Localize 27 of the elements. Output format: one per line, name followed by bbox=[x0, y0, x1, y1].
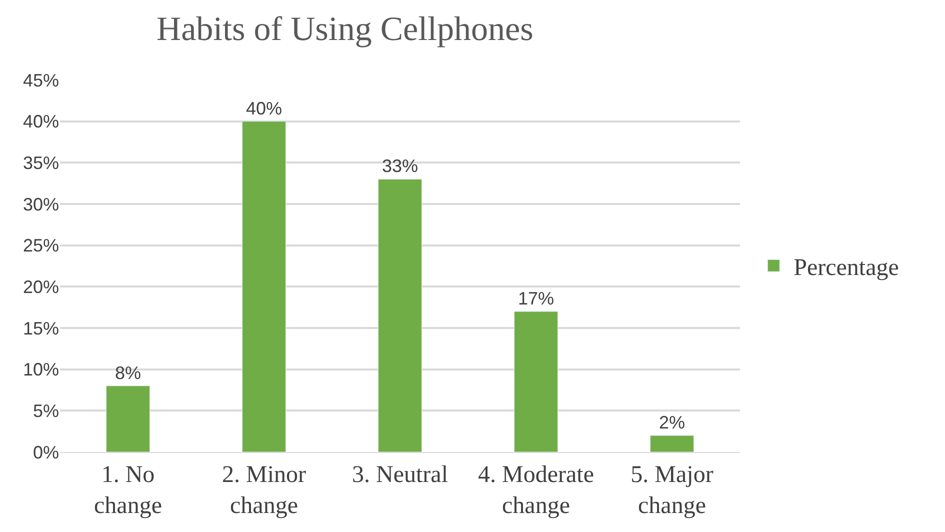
x-tick-label: 2. Minor change bbox=[222, 462, 306, 519]
y-tick-label: 10% bbox=[22, 360, 59, 380]
data-label: 40% bbox=[246, 98, 282, 118]
bar bbox=[650, 435, 694, 452]
y-tick-label: 30% bbox=[22, 194, 59, 214]
y-tick-label: 35% bbox=[22, 152, 59, 173]
chart-title: Habits of Using Cellphones bbox=[156, 10, 534, 48]
x-tick-label: 1. No change bbox=[94, 462, 162, 519]
y-tick-label: 15% bbox=[22, 318, 59, 338]
data-label: 8% bbox=[114, 362, 142, 383]
y-tick-label: 20% bbox=[22, 276, 59, 297]
data-label: 17% bbox=[518, 288, 554, 308]
y-tick-label: 0% bbox=[32, 442, 59, 462]
x-tick-label: 3. Neutral bbox=[352, 462, 448, 488]
y-tick-label: 40% bbox=[22, 112, 59, 132]
y-tick-label: 25% bbox=[22, 236, 59, 256]
bar bbox=[242, 121, 286, 452]
data-label: 33% bbox=[382, 156, 418, 176]
bar bbox=[378, 178, 422, 452]
bar bbox=[514, 311, 558, 452]
x-tick-label: 4. Moderate change bbox=[478, 462, 594, 519]
bar bbox=[106, 386, 150, 452]
x-tick-label: 5. Major change bbox=[630, 462, 714, 519]
y-tick-label: 5% bbox=[32, 400, 59, 421]
y-tick-label: 45% bbox=[22, 70, 59, 90]
data-label: 2% bbox=[658, 412, 686, 432]
legend-label: Percentage bbox=[794, 254, 899, 281]
